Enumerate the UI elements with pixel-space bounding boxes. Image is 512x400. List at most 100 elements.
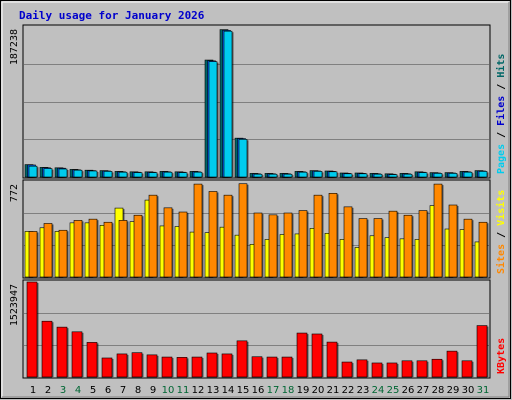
x-tick-day-23: 23 <box>357 385 370 396</box>
bar-sites-day-7 <box>118 220 129 278</box>
bar-pages-day-5 <box>88 170 99 178</box>
bar-kbytes-day-14 <box>221 353 234 378</box>
series-legend: Sites / Visits <box>495 190 507 274</box>
x-tick-day-4: 4 <box>75 385 81 396</box>
bar-sites-day-19 <box>298 210 309 278</box>
bar-kbytes-day-5 <box>86 342 99 378</box>
bar-kbytes-day-28 <box>431 358 444 378</box>
bar-sites-day-20 <box>313 194 324 278</box>
bar-kbytes-day-15 <box>236 340 249 378</box>
x-tick-day-28: 28 <box>432 385 445 396</box>
bar-sites-day-31 <box>478 221 489 278</box>
bar-sites-day-12 <box>193 183 204 278</box>
bar-sites-day-26 <box>403 214 414 278</box>
bar-pages-day-18 <box>283 173 294 178</box>
bar-pages-day-12 <box>193 171 204 178</box>
bar-kbytes-day-6 <box>101 357 114 378</box>
bar-kbytes-day-13 <box>206 352 219 378</box>
bar-sites-day-22 <box>343 206 354 278</box>
legend-entry: / <box>496 226 507 244</box>
y-max-label: 772 <box>9 184 20 202</box>
bar-kbytes-day-7 <box>116 353 129 378</box>
bar-kbytes-day-20 <box>311 333 324 378</box>
bar-sites-day-25 <box>388 210 399 278</box>
bar-pages-day-29 <box>448 173 459 178</box>
bar-sites-day-21 <box>328 193 339 278</box>
series-legend: KBytes <box>496 338 507 374</box>
bar-kbytes-day-2 <box>41 320 54 378</box>
bar-sites-day-11 <box>178 211 189 278</box>
x-tick-day-3: 3 <box>60 385 66 396</box>
bar-kbytes-day-31 <box>476 325 489 378</box>
bar-kbytes-day-19 <box>296 332 309 378</box>
bar-kbytes-day-30 <box>461 360 474 378</box>
bar-pages-day-31 <box>478 171 489 178</box>
x-tick-day-12: 12 <box>192 385 205 396</box>
x-tick-day-15: 15 <box>237 385 250 396</box>
bar-pages-day-24 <box>373 173 384 178</box>
bars <box>26 281 489 378</box>
panel-hits-files-pages: 187238 Pages / Files / Hits <box>9 24 507 179</box>
bar-kbytes-day-10 <box>161 356 174 378</box>
bar-kbytes-day-29 <box>446 350 459 378</box>
bar-pages-day-10 <box>163 171 174 178</box>
bar-pages-day-3 <box>58 168 69 178</box>
legend-entry: / <box>496 78 507 96</box>
bar-kbytes-day-1 <box>26 281 39 378</box>
bar-sites-day-9 <box>148 194 159 278</box>
bars <box>24 183 489 278</box>
x-tick-day-7: 7 <box>120 385 126 396</box>
bar-pages-day-27 <box>418 172 429 178</box>
bar-kbytes-day-11 <box>176 357 189 378</box>
bar-sites-day-18 <box>283 212 294 278</box>
bars <box>24 29 489 178</box>
panel-sites-visits: 772 Sites / Visits <box>9 179 507 279</box>
bar-sites-day-28 <box>433 183 444 278</box>
bar-sites-day-29 <box>448 204 459 278</box>
legend-entry: KBytes <box>496 338 507 374</box>
x-tick-day-20: 20 <box>312 385 325 396</box>
series-legend: Pages / Files / Hits <box>495 54 507 174</box>
legend-entry: / <box>496 126 507 144</box>
bar-pages-day-28 <box>433 173 444 178</box>
bar-sites-day-27 <box>418 210 429 278</box>
x-tick-day-31: 31 <box>477 385 490 396</box>
x-tick-day-26: 26 <box>402 385 415 396</box>
bar-kbytes-day-24 <box>371 362 384 378</box>
bar-sites-day-6 <box>103 221 114 278</box>
panel-kbytes: 1523947 KBytes <box>9 279 507 379</box>
bar-kbytes-day-25 <box>386 362 399 378</box>
bar-pages-day-25 <box>388 174 399 178</box>
legend-entry: Files <box>495 96 507 126</box>
bar-pages-day-21 <box>328 171 339 178</box>
bar-pages-day-11 <box>178 172 189 178</box>
bar-kbytes-day-3 <box>56 326 69 378</box>
x-tick-day-14: 14 <box>222 385 235 396</box>
bar-pages-day-9 <box>148 172 159 178</box>
bar-pages-day-17 <box>268 173 279 178</box>
x-tick-day-8: 8 <box>135 385 141 396</box>
bar-pages-day-19 <box>298 171 309 178</box>
bar-kbytes-day-8 <box>131 352 144 378</box>
x-tick-day-19: 19 <box>297 385 310 396</box>
chart-panels: 187238 Pages / Files / Hits 772 Sites / Vis… <box>9 24 507 379</box>
x-tick-day-17: 17 <box>267 385 280 396</box>
x-tick-day-22: 22 <box>342 385 355 396</box>
x-tick-day-13: 13 <box>207 385 220 396</box>
bar-sites-day-1 <box>28 231 39 278</box>
legend-entry: Hits <box>495 54 507 78</box>
x-tick-day-21: 21 <box>327 385 340 396</box>
bar-sites-day-4 <box>73 220 84 278</box>
bar-sites-day-16 <box>253 212 264 278</box>
y-max-label: 187238 <box>9 29 20 65</box>
bar-pages-day-6 <box>103 171 114 178</box>
bar-sites-day-15 <box>238 183 249 278</box>
bar-kbytes-day-22 <box>341 361 354 378</box>
legend-entry: Pages <box>496 144 507 174</box>
x-tick-day-29: 29 <box>447 385 460 396</box>
x-tick-day-24: 24 <box>372 385 385 396</box>
legend-entry: Sites <box>495 244 507 274</box>
x-tick-day-16: 16 <box>252 385 265 396</box>
